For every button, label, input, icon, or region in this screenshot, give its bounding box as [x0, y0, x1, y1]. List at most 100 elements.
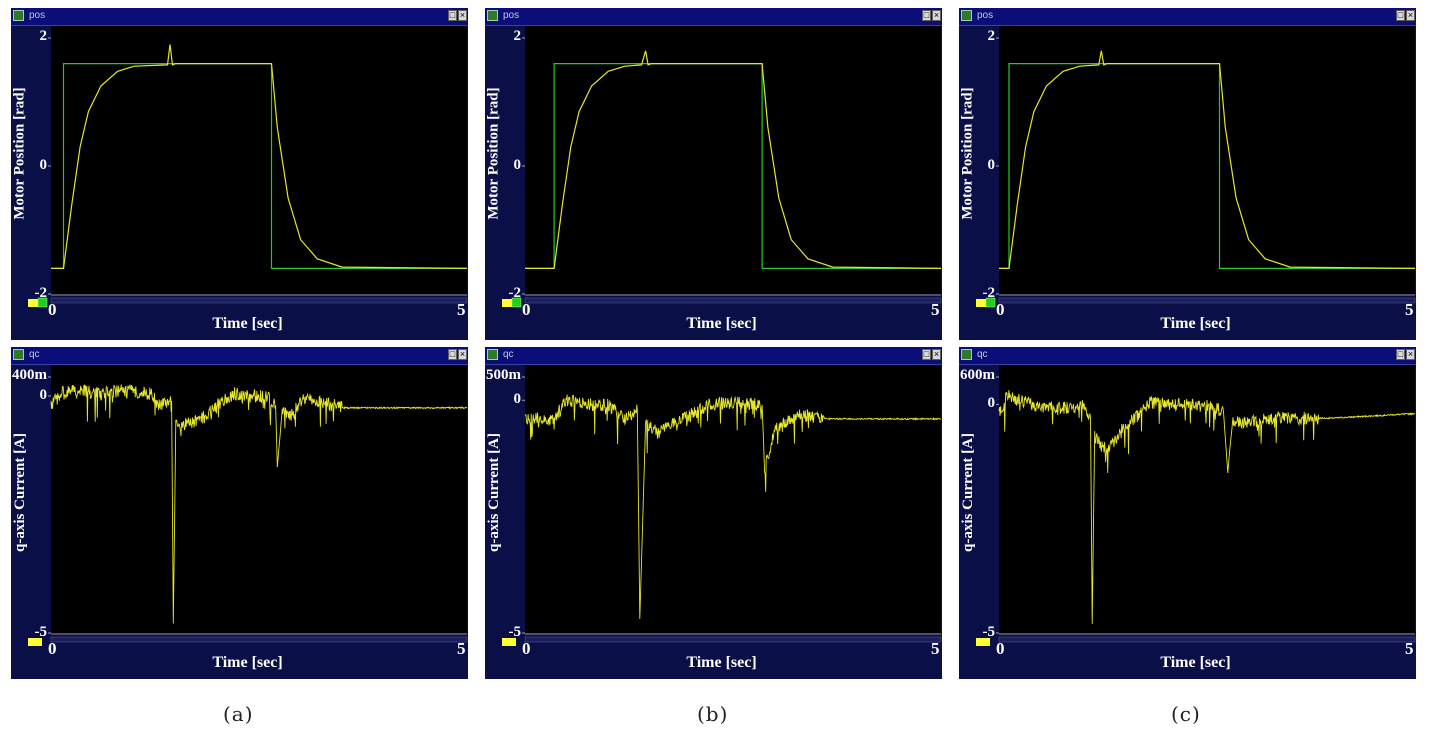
legend-swatch-green — [985, 297, 996, 308]
plot-svg — [28, 365, 468, 646]
restore-icon[interactable]: □ — [1396, 349, 1405, 360]
y-axis-label-text: Motor Position [rad] — [11, 87, 28, 220]
y-axis-label: Motor Position [rad] — [12, 26, 28, 281]
y-axis-label-text: q-axis Current [A] — [485, 433, 502, 552]
position-scope-window[interactable]: pos □ × Motor Position [rad] 2 0 -2 0 5 Time [sec… — [959, 8, 1416, 340]
window-titlebar[interactable]: pos □ × — [11, 8, 468, 26]
y-tick-label: 0 — [987, 157, 996, 173]
legend-swatch-yellow — [976, 638, 990, 646]
x-axis-label: Time [sec] — [1160, 654, 1231, 671]
x-tick-label: 5 — [1405, 639, 1414, 658]
y-axis-label: q-axis Current [A] — [960, 365, 976, 620]
scrollbar-track[interactable] — [998, 636, 1416, 643]
y-tick-label: -2 — [982, 285, 996, 301]
y-axis-label-text: Motor Position [rad] — [959, 87, 976, 220]
close-icon[interactable]: × — [458, 10, 467, 21]
x-axis-label: Time [sec] — [212, 315, 283, 332]
y-tick-label: 0 — [39, 386, 48, 403]
window-title: qc — [977, 349, 988, 360]
y-tick-label: 2 — [513, 28, 522, 44]
window-title: qc — [503, 349, 514, 360]
window-titlebar[interactable]: qc □ × — [485, 347, 942, 365]
window-titlebar[interactable]: pos □ × — [485, 8, 942, 26]
app-icon — [961, 10, 972, 21]
close-icon[interactable]: × — [458, 349, 467, 360]
y-tick-label: -5 — [34, 624, 48, 640]
scrollbar-track[interactable] — [50, 636, 468, 643]
scrollbar-track[interactable] — [50, 297, 468, 304]
restore-icon[interactable]: □ — [922, 349, 931, 360]
scrollbar-track[interactable] — [524, 636, 942, 643]
y-tick-label: -5 — [508, 624, 522, 640]
x-tick-label: 0 — [522, 300, 531, 319]
scrollbar-track[interactable] — [998, 297, 1416, 304]
plot-svg — [28, 26, 468, 308]
app-icon — [13, 349, 24, 360]
plot-area — [525, 365, 941, 635]
plot-svg — [502, 26, 942, 308]
window-titlebar[interactable]: qc □ × — [11, 347, 468, 365]
y-tick-label: 0 — [39, 157, 48, 173]
position-scope-window[interactable]: pos □ × Motor Position [rad] 2 0 -2 0 5 Time [sec… — [485, 8, 942, 340]
y-axis-label: q-axis Current [A] — [12, 365, 28, 620]
y-axis-label: Motor Position [rad] — [486, 26, 502, 281]
series-line-1 — [51, 44, 468, 269]
restore-icon[interactable]: □ — [448, 10, 457, 21]
restore-icon[interactable]: □ — [448, 349, 457, 360]
app-icon — [13, 10, 24, 21]
plot-area — [51, 26, 467, 296]
app-icon — [961, 349, 972, 360]
legend-swatch-yellow — [502, 299, 516, 307]
window-titlebar[interactable]: pos □ × — [959, 8, 1416, 26]
y-axis-label-text: q-axis Current [A] — [959, 433, 976, 552]
y-tick-label: -5 — [982, 624, 996, 640]
x-tick-label: 5 — [931, 300, 940, 319]
y-tick-label: 500m — [486, 367, 521, 383]
x-tick-label: 0 — [996, 300, 1005, 319]
restore-icon[interactable]: □ — [1396, 10, 1405, 21]
y-tick-label: 0 — [987, 395, 996, 412]
y-tick-label: 2 — [39, 28, 48, 44]
app-icon — [487, 349, 498, 360]
panel-caption: (c) — [1171, 702, 1201, 726]
close-icon[interactable]: × — [932, 10, 941, 21]
plot-area — [51, 365, 467, 635]
restore-icon[interactable]: □ — [922, 10, 931, 21]
position-scope-window[interactable]: pos □ × Motor Position [rad] 2 0 -2 0 5 Time [sec… — [11, 8, 468, 340]
y-tick-label: 0 — [513, 391, 522, 408]
plot-svg — [502, 365, 942, 646]
plot-area — [999, 26, 1415, 296]
x-axis-label: Time [sec] — [212, 654, 283, 671]
current-scope-window[interactable]: qc □ × q-axis Current [A] 400m 0 -5 0 5 Time [sec… — [11, 347, 468, 679]
current-scope-window[interactable]: qc □ × q-axis Current [A] 500m 0 -5 0 5 Time [sec… — [485, 347, 942, 679]
y-tick-label: -2 — [508, 285, 522, 301]
close-icon[interactable]: × — [1406, 10, 1415, 21]
x-tick-label: 5 — [457, 300, 466, 319]
legend-swatch-yellow — [28, 299, 42, 307]
plot-area — [999, 365, 1415, 635]
x-axis-label: Time [sec] — [1160, 315, 1231, 332]
y-axis-label: Motor Position [rad] — [960, 26, 976, 281]
y-tick-label: 0 — [513, 157, 522, 173]
plot-svg — [976, 365, 1416, 646]
scrollbar-track[interactable] — [524, 297, 942, 304]
panel-caption: (b) — [697, 702, 729, 726]
x-tick-label: 0 — [522, 639, 531, 658]
x-tick-label: 5 — [457, 639, 466, 658]
window-titlebar[interactable]: qc □ × — [959, 347, 1416, 365]
series-line-1 — [999, 50, 1416, 269]
x-axis-label: Time [sec] — [686, 315, 757, 332]
series-line-0 — [998, 390, 1415, 624]
legend-swatch-yellow — [976, 299, 990, 307]
window-title: pos — [977, 10, 994, 21]
close-icon[interactable]: × — [932, 349, 941, 360]
y-tick-label: 2 — [987, 28, 996, 44]
current-scope-window[interactable]: qc □ × q-axis Current [A] 600m 0 -5 0 5 Time [sec… — [959, 347, 1416, 679]
window-title: pos — [29, 10, 46, 21]
close-icon[interactable]: × — [1406, 349, 1415, 360]
legend-swatch-yellow — [502, 638, 516, 646]
window-title: pos — [503, 10, 520, 21]
x-tick-label: 0 — [996, 639, 1005, 658]
x-tick-label: 0 — [48, 639, 57, 658]
y-tick-label: 400m — [12, 367, 47, 383]
